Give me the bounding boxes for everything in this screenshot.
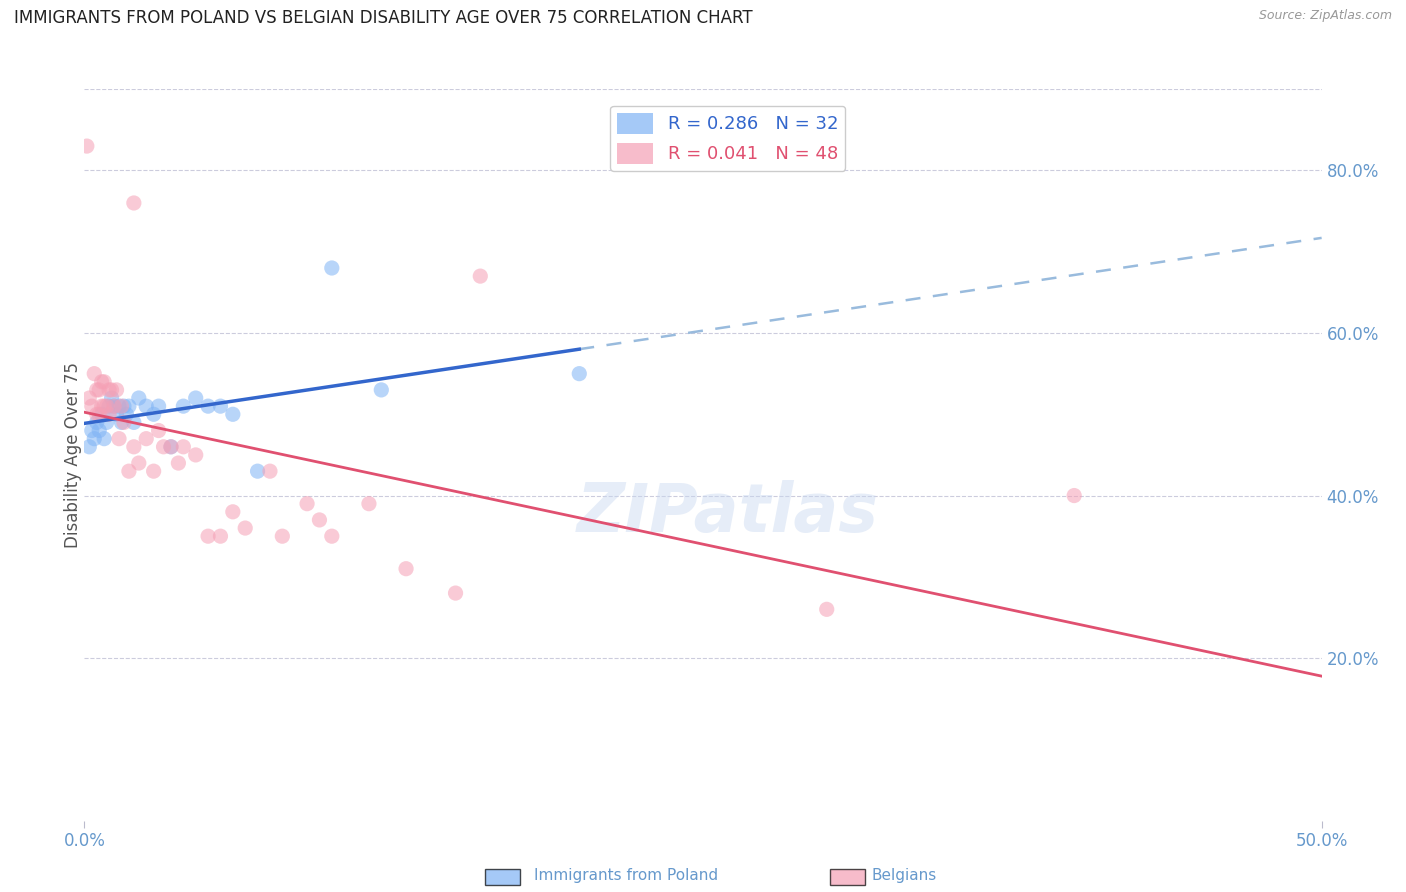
Point bbox=[184, 391, 207, 405]
Point bbox=[96, 416, 118, 430]
Point bbox=[128, 391, 150, 405]
Point bbox=[108, 432, 131, 446]
Point bbox=[93, 432, 115, 446]
Point bbox=[115, 407, 138, 421]
Point bbox=[80, 399, 103, 413]
Point bbox=[172, 440, 194, 454]
Text: IMMIGRANTS FROM POLAND VS BELGIAN DISABILITY AGE OVER 75 CORRELATION CHART: IMMIGRANTS FROM POLAND VS BELGIAN DISABI… bbox=[14, 9, 752, 27]
Point bbox=[222, 407, 245, 421]
Point bbox=[308, 513, 330, 527]
Text: ZIPatlas: ZIPatlas bbox=[576, 481, 879, 547]
Point bbox=[197, 529, 219, 543]
Point bbox=[93, 375, 115, 389]
Point bbox=[295, 497, 318, 511]
Point bbox=[370, 383, 392, 397]
Point bbox=[89, 383, 111, 397]
Point bbox=[89, 407, 111, 421]
Point bbox=[209, 399, 232, 413]
Point bbox=[122, 440, 145, 454]
Point bbox=[83, 367, 105, 381]
Point bbox=[108, 399, 131, 413]
Point bbox=[86, 383, 108, 397]
Point bbox=[89, 424, 111, 438]
Point bbox=[135, 399, 157, 413]
Point bbox=[90, 399, 112, 413]
Point bbox=[122, 416, 145, 430]
Point bbox=[118, 464, 141, 478]
Point bbox=[122, 196, 145, 211]
Point bbox=[395, 562, 418, 576]
Point bbox=[79, 391, 101, 405]
Point bbox=[167, 456, 190, 470]
Point bbox=[321, 260, 343, 275]
Point bbox=[160, 440, 183, 454]
Point bbox=[142, 407, 165, 421]
Point bbox=[98, 383, 121, 397]
Point bbox=[112, 399, 135, 413]
Point bbox=[142, 464, 165, 478]
Text: Belgians: Belgians bbox=[872, 868, 936, 883]
Point bbox=[152, 440, 174, 454]
Point bbox=[79, 440, 101, 454]
Point bbox=[90, 375, 112, 389]
Point bbox=[100, 383, 122, 397]
Point bbox=[233, 521, 256, 535]
Point bbox=[103, 399, 125, 413]
Point bbox=[148, 399, 170, 413]
Point bbox=[86, 416, 108, 430]
Point bbox=[100, 391, 122, 405]
Point bbox=[184, 448, 207, 462]
Point bbox=[160, 440, 183, 454]
Point bbox=[83, 432, 105, 446]
Point bbox=[98, 399, 121, 413]
Y-axis label: Disability Age Over 75: Disability Age Over 75 bbox=[65, 362, 82, 548]
Point bbox=[80, 424, 103, 438]
Point bbox=[103, 399, 125, 413]
Point bbox=[105, 383, 128, 397]
Point bbox=[96, 399, 118, 413]
Point bbox=[110, 399, 132, 413]
Point bbox=[172, 399, 194, 413]
Legend: R = 0.286   N = 32, R = 0.041   N = 48: R = 0.286 N = 32, R = 0.041 N = 48 bbox=[610, 105, 845, 170]
Point bbox=[105, 407, 128, 421]
Point bbox=[98, 407, 121, 421]
Text: Immigrants from Poland: Immigrants from Poland bbox=[534, 868, 718, 883]
Point bbox=[222, 505, 245, 519]
Point bbox=[259, 464, 281, 478]
Point bbox=[128, 456, 150, 470]
Point bbox=[135, 432, 157, 446]
Text: Source: ZipAtlas.com: Source: ZipAtlas.com bbox=[1258, 9, 1392, 22]
Point bbox=[815, 602, 838, 616]
Point bbox=[76, 139, 98, 153]
Point bbox=[209, 529, 232, 543]
Point bbox=[470, 269, 492, 284]
Point bbox=[112, 416, 135, 430]
Point bbox=[444, 586, 467, 600]
Point bbox=[86, 407, 108, 421]
Point bbox=[118, 399, 141, 413]
Point bbox=[271, 529, 294, 543]
Point bbox=[1063, 489, 1085, 503]
Point bbox=[321, 529, 343, 543]
Point bbox=[110, 416, 132, 430]
Point bbox=[148, 424, 170, 438]
Point bbox=[90, 407, 112, 421]
Point bbox=[357, 497, 380, 511]
Point bbox=[197, 399, 219, 413]
Point bbox=[246, 464, 269, 478]
Point bbox=[93, 399, 115, 413]
Point bbox=[568, 367, 591, 381]
